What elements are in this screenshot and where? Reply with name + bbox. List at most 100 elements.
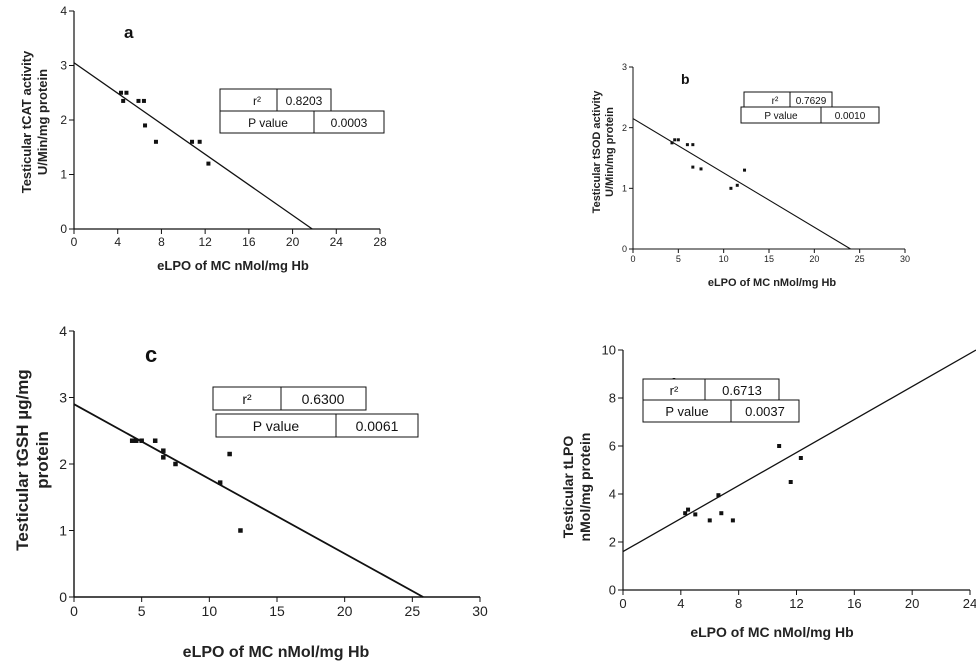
panel-a-y-tick-label: 3 <box>60 59 67 73</box>
panel-d: d eLPO of MC nMol/mg Hb Testicular tLPO … <box>560 343 976 640</box>
panel-c-y-label-line1: Testicular tGSH µg/mg <box>13 369 32 550</box>
panel-a-data-point <box>118 90 123 95</box>
panel-b-y-label-line1: Testicular tSOD activity <box>591 90 603 214</box>
panel-d-y-tick-label: 4 <box>609 487 616 502</box>
panel-a-r2-label-cell <box>219 88 278 112</box>
panel-d-p-value-cell <box>730 399 800 423</box>
panel-d-data-point <box>707 518 712 523</box>
panel-d-x-tick-label: 20 <box>905 596 919 611</box>
panel-d-data-point <box>686 507 691 512</box>
panel-d-data-point <box>683 511 688 516</box>
panel-b: b eLPO of MC nMol/mg Hb Testicular tSOD … <box>591 62 910 289</box>
panel-d-y-tick-label: 8 <box>609 391 616 406</box>
panel-a-data-point <box>143 123 148 128</box>
panel-c-x-axis-label: eLPO of MC nMol/mg Hb <box>183 644 370 661</box>
panel-c-p-label: P value <box>253 418 300 434</box>
panel-c-regression-line <box>73 403 424 598</box>
panel-b-data-point <box>735 183 739 187</box>
panel-b-data-point <box>685 143 689 147</box>
panel-c-r2-value-cell <box>280 386 367 411</box>
panel-a-data-point <box>197 139 202 144</box>
panel-d-data-point <box>798 456 803 460</box>
panel-c-x-tick-label: 15 <box>269 603 285 619</box>
panel-b-data-point <box>673 138 677 142</box>
panel-b-x-tick-label: 30 <box>900 254 910 264</box>
panel-b-data-point <box>691 143 695 147</box>
panel-c-data-point <box>152 438 158 443</box>
panel-a-stats-table: r² 0.8203 P value 0.0003 <box>219 88 385 134</box>
panel-b-x-axis-label: eLPO of MC nMol/mg Hb <box>708 277 837 289</box>
panel-a-x-axis-label: eLPO of MC nMol/mg Hb <box>157 258 309 273</box>
panel-c-letter: c <box>145 342 157 367</box>
panel-d-x-tick-label: 0 <box>619 596 626 611</box>
panel-a-x-tick-label: 24 <box>330 235 344 249</box>
panel-c-y-label-line2: protein <box>33 431 52 489</box>
panel-d-x-axis-label: eLPO of MC nMol/mg Hb <box>690 624 853 640</box>
panel-b-x-tick-label: 0 <box>630 254 635 264</box>
panel-c-y-axis-label: Testicular tGSH µg/mg protein <box>13 369 52 550</box>
panel-c-data-point <box>161 448 166 453</box>
panel-c-y-tick-label: 0 <box>59 589 67 605</box>
panel-d-r2-label: r² <box>670 383 679 398</box>
panel-c-x-tick-label: 10 <box>202 603 218 619</box>
panel-b-p-value-cell <box>820 106 880 124</box>
panel-a-y-tick-label: 0 <box>60 222 67 236</box>
panel-a-x-tick-label: 8 <box>158 235 165 249</box>
panel-c-p-value: 0.0061 <box>356 418 399 434</box>
panel-d-stats-table: r² 0.6713 P value 0.0037 <box>642 378 800 423</box>
panel-b-x-tick-label: 5 <box>676 254 681 264</box>
panel-d-data-point <box>777 444 782 448</box>
panel-a-x-tick-label: 20 <box>286 235 300 249</box>
panel-c-data-point <box>129 438 135 443</box>
panel-a-p-value-cell <box>313 110 385 134</box>
panel-c-data-point <box>173 461 178 467</box>
panel-c-data-point <box>238 528 243 533</box>
panel-b-r2-label: r² <box>772 96 779 107</box>
panel-a-x-tick-label: 0 <box>71 235 78 249</box>
panel-a-p-value: 0.0003 <box>331 116 368 130</box>
panel-b-x-tick-label: 15 <box>764 254 774 264</box>
panel-a-y-label-line1: Testicular tCAT activity <box>19 50 34 193</box>
panel-b-p-label: P value <box>764 111 798 122</box>
panel-c-x-tick-label: 0 <box>70 603 78 619</box>
panel-b-r2-label-cell <box>743 91 791 108</box>
panel-d-data-point <box>716 493 721 498</box>
panel-d-x-tick-label: 12 <box>789 596 803 611</box>
panel-b-y-tick-label: 2 <box>622 123 627 133</box>
panel-a-data-point <box>190 139 195 144</box>
panel-b-x-tick-label: 10 <box>719 254 729 264</box>
panel-b-x-tick-label: 20 <box>809 254 819 264</box>
panel-a-data-point <box>141 98 146 103</box>
panel-c-r2-label: r² <box>242 391 252 407</box>
panel-a-data-point <box>124 90 129 95</box>
panel-b-data-point <box>729 186 733 190</box>
panel-b-data-point <box>670 141 674 145</box>
panel-d-x-tick-label: 24 <box>963 596 976 611</box>
panel-d-data-point <box>693 512 698 517</box>
panel-a-data-point <box>136 98 141 103</box>
panel-a-letter: a <box>124 23 134 42</box>
panel-c-data-point <box>139 438 144 443</box>
panel-a-y-axis-label: Testicular tCAT activity U/Min/mg protei… <box>19 50 50 193</box>
panel-b-data-point <box>743 168 747 172</box>
panel-d-y-label-line2: nMol/mg protein <box>577 433 593 542</box>
panel-c-x-tick-label: 5 <box>138 603 146 619</box>
panel-d-y-tick-label: 6 <box>609 439 616 454</box>
panel-a-regression-line <box>73 62 313 230</box>
panel-d-data-point <box>788 480 793 484</box>
panel-d-p-value: 0.0037 <box>745 404 785 419</box>
panel-c-x-tick-label: 25 <box>405 603 421 619</box>
panel-c-y-tick-label: 1 <box>59 522 67 538</box>
panel-c-p-value-cell <box>335 413 419 438</box>
panel-b-y-label-line2: U/Min/mg protein <box>604 107 616 197</box>
panel-d-r2-value: 0.6713 <box>722 383 762 398</box>
panel-c: c eLPO of MC nMol/mg Hb Testicular tGSH … <box>13 323 488 661</box>
panel-b-y-tick-label: 3 <box>622 62 627 72</box>
panel-d-x-tick-label: 16 <box>847 596 861 611</box>
panel-c-stats-table: r² 0.6300 P value 0.0061 <box>212 386 419 438</box>
panel-d-data-point <box>719 511 724 516</box>
panel-b-y-tick-label: 1 <box>622 183 627 193</box>
panel-a-y-label-line2: U/Min/mg protein <box>35 69 50 175</box>
panel-a-y-tick-label: 1 <box>60 168 67 182</box>
